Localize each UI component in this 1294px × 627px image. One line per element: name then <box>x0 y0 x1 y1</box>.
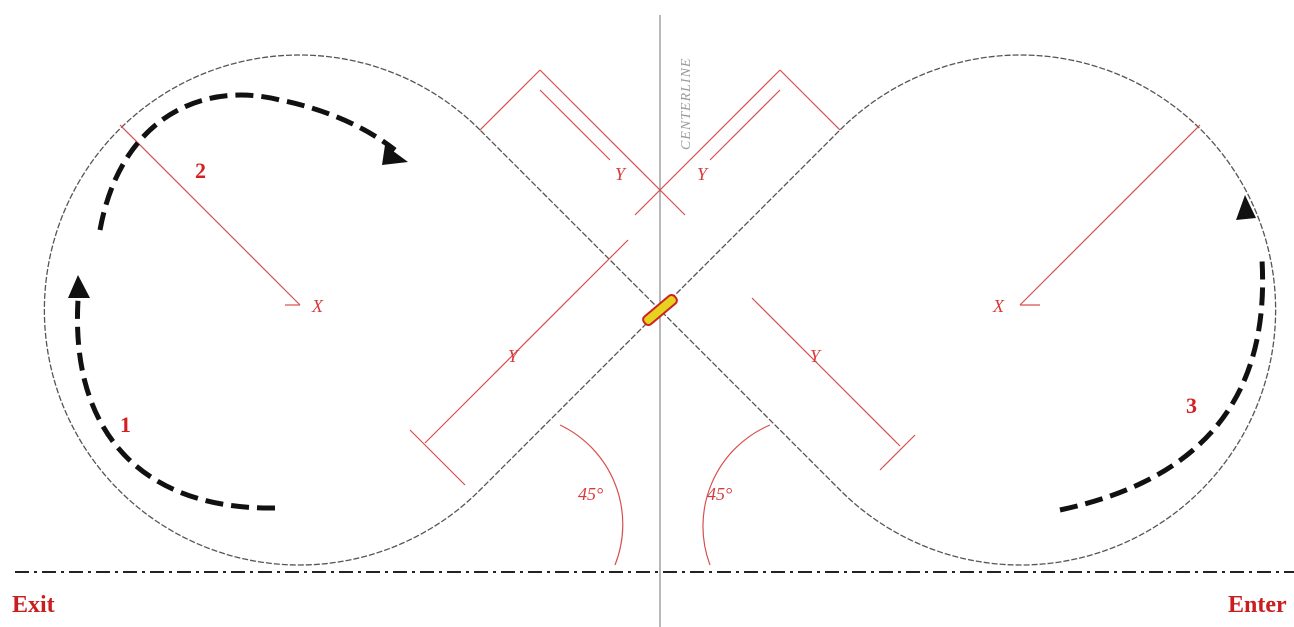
direction-arrows <box>74 92 1266 513</box>
dimension-label: Y <box>697 164 709 184</box>
dimension-lines <box>119 69 1201 566</box>
dimension-label: Y <box>810 346 822 366</box>
exit-label: Exit <box>12 592 55 618</box>
arrow-heads <box>68 145 1256 298</box>
step-label: 1 <box>120 412 131 437</box>
dimension-label: Y <box>508 346 520 366</box>
enter-label: Enter <box>1228 592 1287 618</box>
radius-label: X <box>992 296 1005 316</box>
step-label: 3 <box>1186 393 1197 418</box>
angle-label: 45° <box>707 484 732 504</box>
radius-label: X <box>311 296 324 316</box>
dimension-label: Y <box>615 164 627 184</box>
angle-label: 45° <box>578 484 603 504</box>
step-label: 2 <box>195 158 206 183</box>
plane-icon <box>642 293 678 327</box>
flight-path <box>43 54 1277 566</box>
centerline-label: CENTERLINE <box>679 58 694 150</box>
